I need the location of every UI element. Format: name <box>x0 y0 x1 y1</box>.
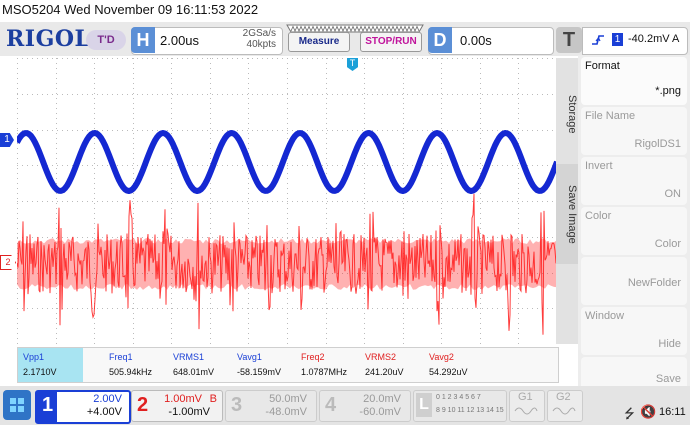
meas-vpp1-label: Vpp1 <box>23 352 45 362</box>
meas-freq2-value: 1.0787MHz <box>301 367 348 377</box>
menu-color-title: Color <box>585 210 612 222</box>
menu-format-value: *.png <box>655 85 681 97</box>
rigol-logo: RIGOL <box>6 26 91 52</box>
home-button[interactable] <box>3 390 31 420</box>
meas-freq1-label: Freq1 <box>109 352 133 362</box>
meas-freq1-value: 505.94kHz <box>109 367 153 377</box>
sine-wave-icon-2 <box>552 407 576 415</box>
logic-letter: L <box>416 393 432 417</box>
meas-vrms1-value: 648.01mV <box>173 367 215 377</box>
trigger-letter[interactable]: T <box>556 27 582 53</box>
channel-2-noise-band <box>17 238 557 290</box>
meas-freq2[interactable]: Freq2 1.0787MHz <box>296 348 361 382</box>
menu-file-name[interactable]: File Name RigolDS1 <box>581 107 687 155</box>
meas-vavg2-label: Vavg2 <box>429 352 454 362</box>
delay-value: 0.00s <box>460 33 492 48</box>
channel-2-waveform <box>17 193 557 335</box>
menu-color-value: Color <box>654 238 681 250</box>
menu-save-value: Save <box>655 373 681 385</box>
delay-letter: D <box>428 27 452 53</box>
channel-2-button[interactable] <box>131 390 223 422</box>
waveform-grid[interactable] <box>17 58 557 344</box>
menu-new-folder[interactable]: NewFolder <box>581 257 687 305</box>
stop-run-button[interactable]: STOP/RUN <box>360 32 422 52</box>
timebase-box[interactable] <box>131 27 283 55</box>
meas-vavg1-label: Vavg1 <box>237 352 262 362</box>
trigger-channel-badge: 1 <box>612 33 623 46</box>
menu-color[interactable]: Color Color <box>581 207 687 255</box>
channel-3-scale: 50.0mV <box>269 393 307 405</box>
tab-storage[interactable]: Storage <box>566 94 578 134</box>
measure-button[interactable]: Measure <box>288 32 350 52</box>
menu-new-folder-value: NewFolder <box>627 277 681 289</box>
channel-1-scale: 2.00V <box>93 393 122 405</box>
menu-file-name-value: RigolDS1 <box>634 138 681 150</box>
ch2-offset-marker[interactable]: 2 <box>0 255 16 270</box>
memory-depth: 40kpts <box>246 39 276 50</box>
trigger-level: -40.2mV <box>628 33 670 45</box>
channel-3-button[interactable] <box>225 390 317 422</box>
meas-vavg2[interactable]: Vavg2 54.292uV <box>424 348 489 382</box>
meas-vrms1-label: VRMS1 <box>173 352 205 362</box>
clock-time: 16:11 <box>659 406 686 418</box>
meas-vrms2-value: 241.20uV <box>365 367 404 377</box>
channel-4-button[interactable] <box>319 390 411 422</box>
measurement-table: Vpp1 2.1710V Freq1 505.94kHz VRMS1 648.0… <box>17 347 559 383</box>
meas-vpp1-value: 2.1710V <box>23 367 57 377</box>
logic-channels-row1: 0 1 2 3 4 5 6 7 <box>436 394 481 401</box>
meas-vavg1[interactable]: Vavg1 -58.159mV <box>232 348 297 382</box>
menu-window-title: Window <box>585 310 625 322</box>
tab-save-image[interactable]: Save Image <box>556 164 578 264</box>
channel-4-offset: -60.0mV <box>359 406 401 418</box>
channel-2-number: 2 <box>137 394 149 416</box>
grid-menu-icon <box>10 398 24 412</box>
menu-window-value: Hide <box>658 338 681 350</box>
meas-freq2-label: Freq2 <box>301 352 325 362</box>
channel-3-number: 3 <box>231 394 243 416</box>
generator-2-button[interactable] <box>547 390 583 422</box>
meas-vavg1-value: -58.159mV <box>237 367 282 377</box>
channel-4-scale: 20.0mV <box>363 393 401 405</box>
meas-vrms1[interactable]: VRMS1 648.01mV <box>168 348 233 382</box>
mode-badge[interactable]: T'D <box>86 30 126 50</box>
save-image-menu: Format *.png File Name RigolDS1 Invert O… <box>578 55 690 400</box>
channel-2-offset: -1.00mV <box>168 406 210 418</box>
trigger-coupling: A <box>672 33 680 45</box>
meas-vrms2[interactable]: VRMS2 241.20uV <box>360 348 425 382</box>
trigger-position-marker[interactable]: T <box>347 58 358 71</box>
timebase-value: 2.00us <box>160 33 200 48</box>
generator-2-label: G2 <box>556 391 571 403</box>
speaker-mute-icon[interactable]: 🔇 <box>640 404 657 419</box>
menu-format[interactable]: Format *.png <box>581 57 687 105</box>
channel-1-number: 1 <box>42 394 54 416</box>
usb-icon: ⭍ <box>624 406 635 421</box>
menu-invert[interactable]: Invert ON <box>581 157 687 205</box>
generator-1-button[interactable] <box>509 390 545 422</box>
timebase-letter: H <box>131 27 155 53</box>
logic-channels-row2: 8 9 10 11 12 13 14 15 <box>436 407 504 414</box>
rising-edge-icon <box>592 35 604 45</box>
menu-invert-value: ON <box>664 188 682 200</box>
generator-1-label: G1 <box>518 391 533 403</box>
channel-1-waveform <box>17 130 557 194</box>
menu-invert-title: Invert <box>585 160 613 172</box>
channel-1-tag <box>37 392 57 422</box>
meas-freq1[interactable]: Freq1 505.94kHz <box>104 348 169 382</box>
menu-window[interactable]: Window Hide <box>581 307 687 355</box>
meas-vrms2-label: VRMS2 <box>365 352 397 362</box>
sample-rate: 2GSa/s <box>242 28 276 39</box>
side-menu-tabs: Storage Save Image <box>556 58 578 344</box>
menu-format-title: Format <box>585 60 620 72</box>
channel-1-offset: +4.00V <box>86 406 122 418</box>
ch1-offset-marker[interactable]: 1 <box>0 133 14 147</box>
menu-file-name-title: File Name <box>585 110 636 122</box>
meas-vavg2-value: 54.292uV <box>429 367 468 377</box>
model-timestamp: MSO5204 Wed November 09 16:11:53 2022 <box>2 2 259 17</box>
channel-2-bw-limit: B <box>209 393 217 405</box>
meas-vpp1[interactable]: Vpp1 2.1710V <box>18 348 83 382</box>
channel-3-offset: -48.0mV <box>265 406 307 418</box>
channel-4-number: 4 <box>325 394 337 416</box>
channel-2-scale: 1.00mV <box>164 393 202 405</box>
sine-wave-icon <box>514 407 538 415</box>
